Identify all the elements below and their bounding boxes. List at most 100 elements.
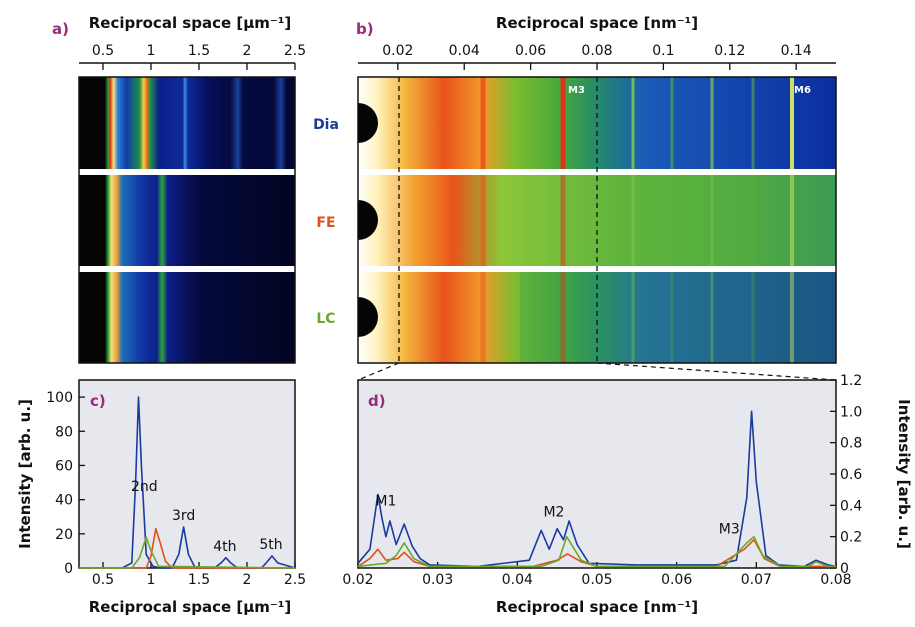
reflection-line-11 xyxy=(670,272,674,363)
reflection-line-8 xyxy=(631,272,635,363)
panel-a-strip-lc xyxy=(79,272,295,363)
chart-c-ytick-label-2: 40 xyxy=(55,493,73,509)
chart-c-annotation-2nd: 2nd xyxy=(131,479,158,495)
panel-a-tick-label-2: 1.5 xyxy=(188,43,210,59)
chart-c-xtick-label-4: 2.5 xyxy=(284,572,306,588)
panel-a-top-axis: 0.5 1 1.5 2 2.5 Reciprocal space [µm⁻¹] xyxy=(79,14,306,70)
chart-d-ylabel: Intensity [arb. u.] xyxy=(895,399,913,549)
chart-c-ytick-label-5: 100 xyxy=(46,390,73,406)
reflection-line-10 xyxy=(670,175,674,266)
panel-a-ticks: 0.5 1 1.5 2 2.5 xyxy=(92,43,306,70)
panel-label-b: b) xyxy=(356,20,374,38)
reflection-line-18 xyxy=(790,77,794,169)
reflection-line-19 xyxy=(790,175,794,266)
chart-d-xtick-label-0: 0.02 xyxy=(342,572,373,588)
panel-a-strip-dia xyxy=(79,77,295,169)
chart-d-annotation-m1: M1 xyxy=(375,493,396,509)
chart-d-xtick-label-2: 0.04 xyxy=(502,572,533,588)
chart-c-series xyxy=(79,396,296,569)
chart-d-ytick-label-0: 0 xyxy=(840,561,849,577)
chart-d-ytick-label-1: 0.2 xyxy=(840,530,862,546)
chart-c-plot-area xyxy=(78,379,296,569)
sample-label-dia: Dia xyxy=(313,117,339,133)
panel-a-strip-fe xyxy=(79,175,295,266)
reflection-line-1 xyxy=(480,175,486,266)
reflection-line-17 xyxy=(751,272,755,363)
chart-d-annotation-m2: M2 xyxy=(543,504,564,520)
sample-label-lc: LC xyxy=(316,311,335,327)
chart-d-xtick-label-6: 0.08 xyxy=(820,572,851,588)
panel-b-tick-label-4: 0.1 xyxy=(652,43,674,59)
chart-d-ytick-label-2: 0.4 xyxy=(840,498,862,514)
chart-d-ytick-label-4: 0.8 xyxy=(840,436,862,452)
chart-c-ytick-label-0: 0 xyxy=(64,561,73,577)
zoom-connector-left xyxy=(357,362,400,381)
chart-c-ytick-label-1: 20 xyxy=(55,527,73,543)
reflection-line-7 xyxy=(631,175,635,266)
panel-a-tick-label-1: 1 xyxy=(147,43,156,59)
panel-b-tick-label-0: 0.02 xyxy=(382,43,413,59)
chart-c-annotations: 2nd 3rd 4th 5th xyxy=(131,479,283,555)
panel-b-lc-tint xyxy=(520,272,836,363)
reflection-line-16 xyxy=(751,175,755,266)
panel-b-xlabel: Reciprocal space [nm⁻¹] xyxy=(496,14,698,32)
reflection-line-9 xyxy=(670,77,674,169)
chart-c-ytick-label-3: 60 xyxy=(55,458,73,474)
panel-a-tick-label-3: 2 xyxy=(243,43,252,59)
panel-a-tick-label-0: 0.5 xyxy=(92,43,114,59)
chart-d-series xyxy=(357,410,837,568)
chart-d-series-lc xyxy=(357,535,836,568)
panel-b-tick-label-3: 0.08 xyxy=(581,43,612,59)
reflection-line-14 xyxy=(710,272,714,363)
panel-b-image: M3 M6 xyxy=(357,76,837,364)
panel-a-frame xyxy=(78,76,296,364)
beamstop-dia xyxy=(358,103,378,143)
beamstop-fe xyxy=(358,200,378,240)
reflection-line-13 xyxy=(710,175,714,266)
panel-a-divider-2 xyxy=(79,266,295,272)
panel-b-tick-label-5: 0.12 xyxy=(714,43,745,59)
panel-label-d: d) xyxy=(368,392,386,410)
chart-d-ytick-label-6: 1.2 xyxy=(840,373,862,389)
reflection-line-15 xyxy=(751,77,755,169)
chart-c-xtick-label-1: 1 xyxy=(147,572,156,588)
panel-label-a: a) xyxy=(52,20,69,38)
chart-d-ytick-label-3: 0.6 xyxy=(840,467,862,483)
chart-c-ytick-label-4: 80 xyxy=(55,424,73,440)
chart-c-ylabel: Intensity [arb. u.] xyxy=(16,399,34,549)
chart-c-xtick-label-3: 2 xyxy=(243,572,252,588)
reflection-line-20 xyxy=(790,272,794,363)
panel-b-tick-label-6: 0.14 xyxy=(781,43,812,59)
panel-label-c: c) xyxy=(90,392,106,410)
chart-c-xtick-label-2: 1.5 xyxy=(188,572,210,588)
panel-b-top-axis: 0.02 0.04 0.06 0.08 0.1 0.12 0.14 Reciprocal s… xyxy=(358,14,836,70)
chart-d-annotation-m3: M3 xyxy=(719,522,740,538)
panel-b-ticks: 0.02 0.04 0.06 0.08 0.1 0.12 0.14 xyxy=(382,43,812,70)
chart-c-axes: 0.5 1 1.5 2 2.5 0 20 40 60 80 100 xyxy=(46,390,306,588)
panel-b-reflection-lines xyxy=(480,77,794,363)
sample-label-fe: FE xyxy=(316,215,335,231)
chart-d-xtick-label-1: 0.03 xyxy=(422,572,453,588)
panel-b-tick-label-1: 0.04 xyxy=(449,43,480,59)
reflection-line-3 xyxy=(560,77,566,169)
reflection-line-6 xyxy=(631,77,635,169)
chart-d-xtick-label-3: 0.05 xyxy=(581,572,612,588)
beamstop-lc xyxy=(358,297,378,337)
chart-c-xlabel: Reciprocal space [µm⁻¹] xyxy=(89,598,292,616)
chart-d-ytick-label-5: 1.0 xyxy=(840,404,862,420)
reflection-line-2 xyxy=(480,272,486,363)
chart-c-annotation-5th: 5th xyxy=(259,537,282,553)
zoom-connector-right xyxy=(596,362,837,381)
chart-d: 0.02 0.03 0.04 0.05 0.06 0.07 0.080 0.2 0.4 0.6 0.… xyxy=(342,373,913,616)
chart-d-annotations: M1 M2 M3 xyxy=(375,493,739,537)
panel-a-image xyxy=(78,76,296,364)
chart-d-xtick-label-5: 0.07 xyxy=(741,572,772,588)
chart-d-series-dia xyxy=(357,410,837,568)
reflection-line-4 xyxy=(560,175,566,266)
chart-c-annotation-4th: 4th xyxy=(213,539,236,555)
mark-m3: M3 xyxy=(568,85,585,96)
panel-a-tick-label-4: 2.5 xyxy=(284,43,306,59)
chart-c-xtick-label-0: 0.5 xyxy=(92,572,114,588)
